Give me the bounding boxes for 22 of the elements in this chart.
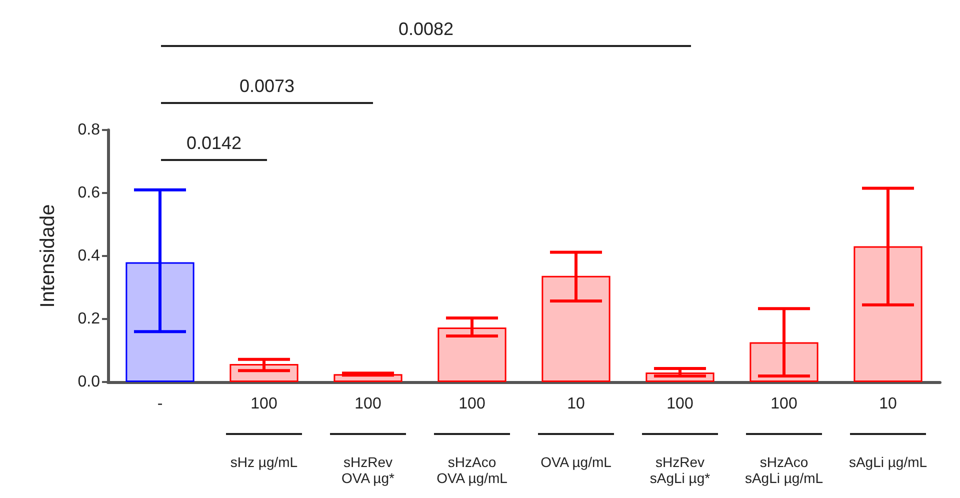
bar <box>854 246 922 382</box>
category-label: 100 sHzRev sAgLi µg* <box>650 396 710 486</box>
bar <box>438 328 506 382</box>
category-label: 100 sHz µg/mL <box>230 396 298 470</box>
text: 0.0073 <box>239 76 295 96</box>
category-label: 10 sAgLi µg/mL <box>848 396 928 470</box>
y-tick-label: 0.2 <box>78 310 100 328</box>
text: 0.0082 <box>398 19 454 39</box>
y-tick-label: 0.4 <box>78 248 100 264</box>
bar <box>126 262 194 382</box>
category-label: 100 sHzRev OVA µg* <box>342 396 394 486</box>
y-tick-label: 0.8 <box>78 122 100 138</box>
y-tick-label: 0.0 <box>78 374 100 390</box>
y-axis-title: Intensidade <box>37 204 59 308</box>
x-tick-label: - <box>157 396 163 412</box>
category-label: 100 sHzAco OVA µg/mL <box>436 396 508 486</box>
bar <box>750 342 818 382</box>
bar <box>542 276 610 382</box>
y-tick-label: 0.6 <box>78 184 100 202</box>
category-label: 100 sHzAco sAgLi µg/mL <box>744 396 824 486</box>
category-label: 10 OVA µg/mL <box>540 396 612 470</box>
annotation: 0.0142 <box>186 133 242 153</box>
